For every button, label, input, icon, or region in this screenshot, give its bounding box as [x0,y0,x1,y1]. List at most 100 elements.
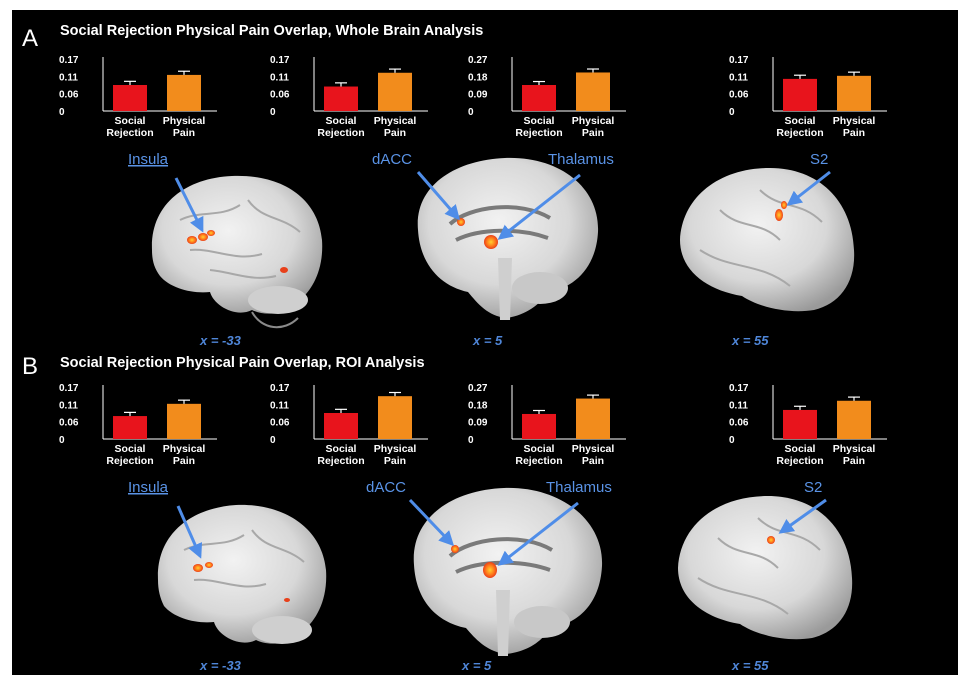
bar [167,74,201,111]
panel-a-title: Social Rejection Physical Pain Overlap, … [60,23,483,39]
activation-blob [198,233,208,241]
arrow-dacc-a [416,171,460,221]
category-label: Physical Pain [163,115,206,139]
bar-chart-s2-a: 0.17 0.11 0.06 0 Social Rejection Physical Pain [729,55,887,139]
bar [783,78,817,111]
arrow-insula-a [174,177,204,233]
category-label: Physical Pain [572,443,615,467]
region-label-dacc-a: dACC [372,151,412,168]
slice-coordinate: x = 55 [731,658,769,673]
bar [324,413,358,439]
activation-blob [207,230,215,236]
activation-blob [187,236,197,244]
arrow-thalamus-b [497,501,579,566]
category-label: Social Rejection [515,115,562,139]
category-label: Social Rejection [317,443,364,467]
bar [113,416,147,439]
y-tick-label: 0.11 [270,400,289,411]
y-tick-label: 0.27 [468,383,488,394]
y-tick-label: 0.06 [729,418,749,429]
category-label: Social Rejection [515,443,562,467]
bar [324,86,358,111]
y-tick-label: 0 [729,107,735,118]
y-tick-label: 0.06 [59,90,79,101]
y-tick-label: 0.11 [729,72,748,83]
category-label: Social Rejection [776,443,823,467]
bar-chart-thalamus-b: 0.27 0.18 0.09 0 Social Rejection Physical Pain [468,383,626,467]
y-tick-label: 0 [729,435,735,446]
activation-blob [781,201,787,209]
arrow-thalamus-a [497,173,581,240]
y-tick-label: 0.09 [468,90,488,101]
region-label-s2-a: S2 [810,151,828,168]
activation-blob [457,218,465,226]
y-tick-label: 0.11 [59,400,78,411]
slice-coordinate: x = 55 [731,333,769,348]
y-tick-label: 0 [468,107,474,118]
bar [522,85,556,111]
y-tick-label: 0 [59,435,65,446]
activation-blob [451,545,459,553]
y-tick-label: 0.27 [468,55,488,66]
brain-left-lateral-a [151,175,323,328]
y-tick-label: 0.18 [468,72,488,83]
bar [378,72,412,111]
category-label: Physical Pain [374,443,417,467]
bar-chart-insula-a: 0.17 0.11 0.06 0 Social Rejection Physical Pain [59,55,217,139]
slice-coordinate: x = 5 [461,658,492,673]
slice-coordinate: x = 5 [472,333,503,348]
y-tick-label: 0.06 [270,90,290,101]
y-tick-label: 0.06 [270,418,290,429]
brain-left-lateral-b [157,504,327,644]
brain-right-lateral-b [678,496,853,640]
panel-b-letter: B [22,353,38,380]
category-label: Physical Pain [572,115,615,139]
slice-coordinate: x = -33 [199,658,242,673]
activation-blob [193,564,203,572]
y-tick-label: 0.17 [59,55,79,66]
bar [837,75,871,111]
panel-a: A Social Rejection Physical Pain Overlap… [22,23,855,348]
bar [576,398,610,439]
category-label: Social Rejection [776,115,823,139]
bar-chart-insula-b: 0.17 0.11 0.06 0 Social Rejection Physical Pain [59,383,217,467]
activation-blob [484,235,498,249]
slice-coordinate: x = -33 [199,333,242,348]
y-tick-label: 0.11 [729,400,748,411]
y-tick-label: 0.09 [468,418,488,429]
activation-blob [775,209,783,221]
category-label: Social Rejection [106,443,153,467]
brain-right-lateral-a [680,168,855,312]
y-tick-label: 0.11 [270,72,289,83]
y-tick-label: 0.11 [59,72,78,83]
category-label: Physical Pain [163,443,206,467]
bar [378,396,412,439]
category-label: Social Rejection [106,115,153,139]
activation-blob [284,598,290,602]
category-label: Physical Pain [833,443,876,467]
arrow-insula-b [176,505,203,559]
region-label-insula-b: Insula [128,479,169,496]
panel-b: B Social Rejection Physical Pain Overlap… [22,353,853,673]
y-tick-label: 0.06 [729,90,749,101]
activation-blob [767,536,775,544]
arrow-dacc-b [408,498,455,547]
region-label-dacc-b: dACC [366,479,406,496]
y-tick-label: 0.18 [468,400,488,411]
activation-blob [280,267,288,273]
bar [522,413,556,439]
arrow-s2-b [778,498,827,534]
y-tick-label: 0.17 [729,55,749,66]
panel-b-title: Social Rejection Physical Pain Overlap, … [60,355,425,371]
y-tick-label: 0.17 [270,383,290,394]
bar [837,400,871,439]
y-tick-label: 0.17 [729,383,749,394]
panel-a-letter: A [22,25,38,52]
bar [113,85,147,111]
bar-chart-dacc-a: 0.17 0.11 0.06 0 Social Rejection Physical Pain [270,55,428,139]
category-label: Social Rejection [317,115,364,139]
activation-blob [483,562,497,578]
y-tick-label: 0 [468,435,474,446]
